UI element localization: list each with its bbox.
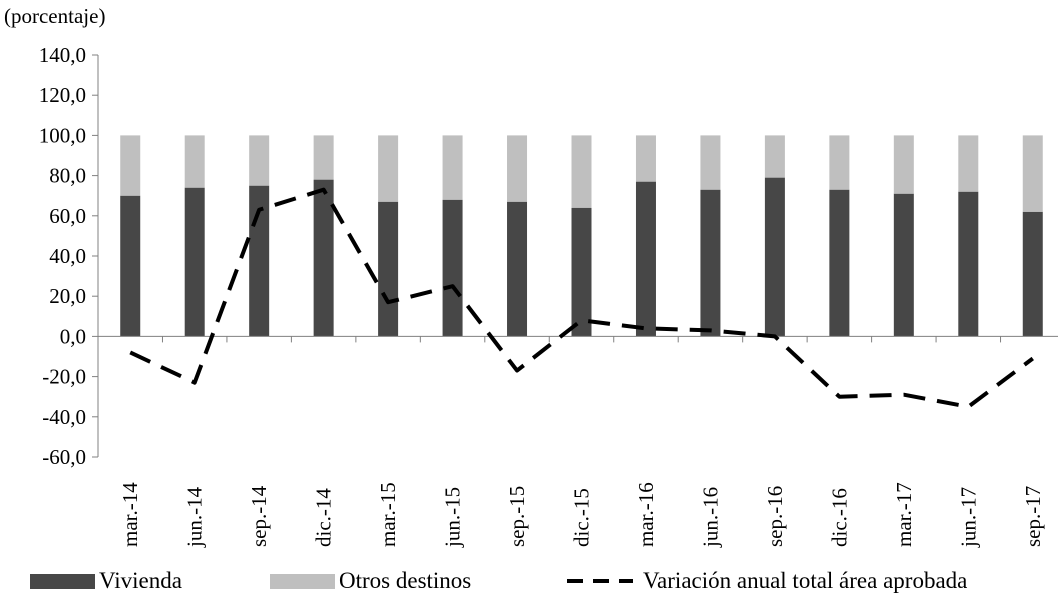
y-tick-label: 0,0 [60, 324, 86, 348]
line-point-variacion [257, 208, 261, 212]
line-point-variacion [580, 318, 584, 322]
legend-label-variacion: Variación anual total área aprobada [643, 568, 968, 593]
x-tick-label: dic.-15 [570, 488, 594, 547]
bar-otros-destinos [313, 135, 334, 180]
x-tick-label: mar.-14 [118, 482, 142, 547]
legend-item-vivienda: Vivienda [30, 566, 182, 596]
line-point-variacion [966, 405, 970, 409]
x-tick-label: jun.-15 [441, 487, 465, 548]
bar-vivienda [1022, 211, 1043, 337]
y-tick-label: -20,0 [42, 365, 86, 389]
x-tick-label: dic.-16 [827, 488, 851, 547]
y-tick-label: 120,0 [39, 83, 86, 107]
line-layer [128, 187, 1035, 409]
bar-otros-destinos [442, 135, 463, 200]
bar-otros-destinos [378, 135, 399, 202]
bar-vivienda [635, 181, 656, 337]
legend-swatch-vivienda [30, 573, 95, 589]
y-tick-label: 100,0 [39, 123, 86, 147]
bar-otros-destinos [507, 135, 528, 202]
y-tick-label: 140,0 [39, 43, 86, 67]
unit-label: (porcentaje) [4, 4, 106, 28]
line-point-variacion [708, 328, 712, 332]
y-tick-label: -60,0 [42, 445, 86, 469]
bars-layer [120, 135, 1043, 337]
line-point-variacion [451, 284, 455, 288]
bar-vivienda [507, 201, 528, 337]
x-tick-label: dic.-14 [312, 488, 336, 547]
bar-vivienda [184, 187, 205, 337]
x-tick-label: jun.-14 [183, 486, 207, 548]
bar-otros-destinos [571, 135, 592, 208]
line-variacion-anual [129, 187, 1034, 409]
bar-vivienda [378, 201, 399, 337]
bar-vivienda [958, 191, 979, 337]
bar-otros-destinos [829, 135, 850, 190]
x-tick-label: mar.-15 [376, 482, 400, 547]
bar-vivienda [893, 193, 914, 337]
legend-swatch-otros-destinos [270, 573, 335, 589]
bar-vivienda [571, 207, 592, 337]
legend-item-variacion: Variación anual total área aprobada [565, 566, 967, 596]
bar-vivienda [700, 189, 721, 337]
bar-otros-destinos [1022, 135, 1043, 212]
bar-otros-destinos [893, 135, 914, 194]
bar-vivienda [313, 179, 334, 337]
y-tick-label: 40,0 [49, 244, 86, 268]
x-tick-label: jun.-17 [956, 487, 980, 548]
bar-vivienda [764, 177, 785, 337]
bar-vivienda [120, 195, 141, 337]
bar-otros-destinos [635, 135, 656, 182]
legend: Vivienda Otros destinos Variación anual … [0, 566, 1058, 596]
y-tick-label: -40,0 [42, 405, 86, 429]
x-tick-label: jun.-16 [698, 487, 722, 548]
line-point-variacion [386, 300, 390, 304]
legend-dash-icon [567, 579, 633, 583]
axes-layer [92, 54, 1058, 458]
bar-otros-destinos [249, 135, 270, 186]
line-point-variacion [644, 326, 648, 330]
line-point-variacion [837, 395, 841, 399]
bar-otros-destinos [184, 135, 205, 188]
bar-vivienda [442, 199, 463, 337]
line-point-variacion [128, 350, 132, 354]
bar-otros-destinos [958, 135, 979, 192]
line-point-variacion [902, 393, 906, 397]
line-point-variacion [1031, 357, 1035, 361]
y-tick-label: 20,0 [49, 284, 86, 308]
line-point-variacion [322, 188, 326, 192]
x-tick-label: mar.-17 [892, 482, 916, 547]
y-tick-label: 60,0 [49, 204, 86, 228]
bar-vivienda [829, 189, 850, 337]
legend-item-otros-destinos: Otros destinos [270, 566, 471, 596]
line-point-variacion [515, 369, 519, 373]
x-tick-label: sep.-16 [763, 486, 787, 547]
y-tick-label: 80,0 [49, 164, 86, 188]
legend-label-otros-destinos: Otros destinos [339, 568, 472, 593]
line-point-variacion [193, 381, 197, 385]
x-tick-label: mar.-16 [634, 482, 658, 547]
line-point-variacion [773, 334, 777, 338]
bar-otros-destinos [700, 135, 721, 190]
labels-layer: 140,0 120,0 100,0 80,0 60,0 40,0 20,0 0,0 -20,0 -… [39, 43, 1045, 548]
x-tick-label: sep.-14 [247, 485, 271, 547]
bar-otros-destinos [764, 135, 785, 178]
x-tick-label: sep.-15 [505, 486, 529, 547]
legend-label-vivienda: Vivienda [99, 568, 182, 593]
bar-otros-destinos [120, 135, 141, 196]
x-tick-label: sep.-17 [1021, 486, 1045, 547]
